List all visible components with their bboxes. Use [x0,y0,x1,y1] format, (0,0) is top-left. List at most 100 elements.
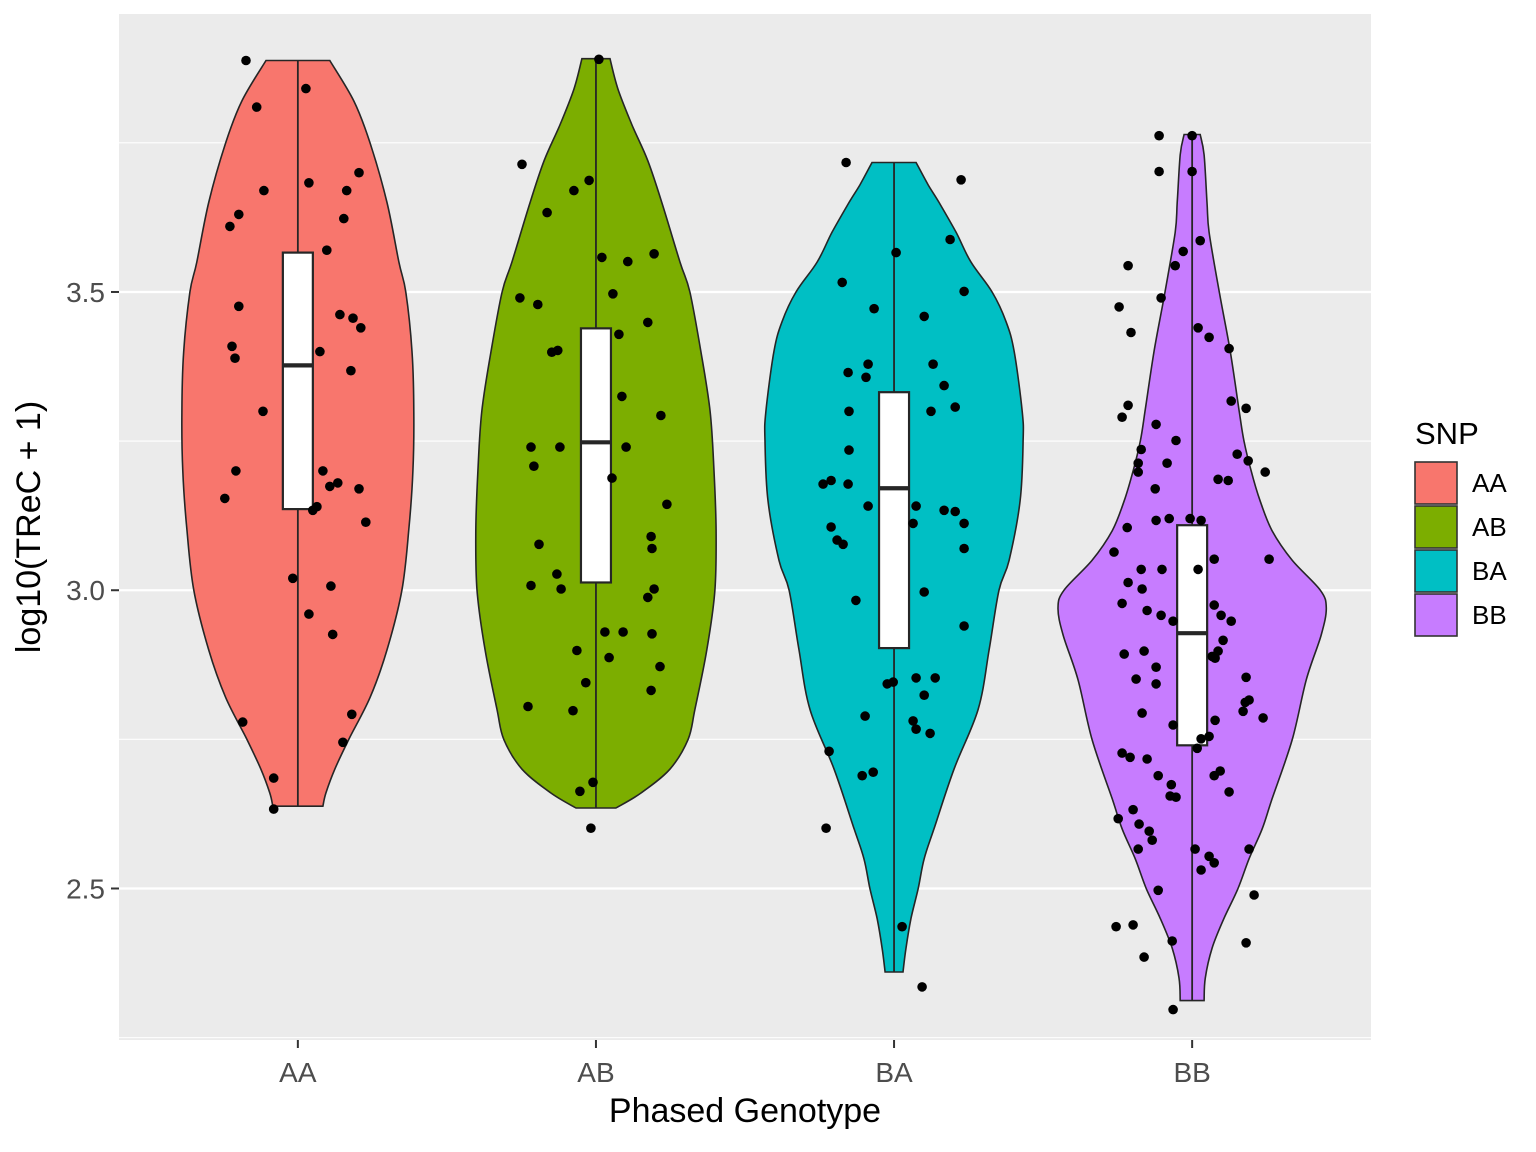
data-point [1204,851,1214,862]
data-point [556,584,566,594]
data-point [882,679,892,689]
data-point [860,711,870,721]
data-point [234,209,244,220]
data-point [327,629,338,640]
data-point [347,709,357,720]
data-point [959,518,969,529]
data-point [1223,475,1233,486]
data-point [572,645,582,656]
data-point [959,621,969,631]
data-point [333,478,343,488]
data-point [1190,844,1200,854]
data-point [623,256,633,267]
data-point [911,724,921,734]
data-point [526,580,536,591]
data-point [956,175,966,185]
data-point [322,245,332,255]
data-point [1123,260,1133,271]
data-point [354,167,364,178]
data-point [237,717,248,727]
data-point [542,207,552,218]
data-point [1156,610,1166,621]
data-point [908,716,918,726]
data-point [1260,467,1270,477]
data-point [1264,554,1274,564]
data-point [1210,653,1220,663]
data-point [1249,890,1259,900]
data-point [897,921,907,932]
data-point [1128,804,1138,815]
data-point [647,543,657,554]
data-point [1109,547,1119,557]
data-point [1122,522,1132,533]
jitter-point-layer [220,54,1274,1015]
data-point [517,159,527,170]
x-axis-title: Phased Genotype [609,1092,881,1130]
points-AA [220,55,371,814]
data-point [656,410,666,421]
data-point [1209,858,1219,868]
y-tick-label: 3.5 [66,277,105,308]
boxplot-layer [281,58,1209,1001]
data-point [581,677,591,688]
data-point [1224,343,1234,354]
legend-entry-BB: BB [1414,593,1507,637]
data-point [356,323,366,333]
data-point [939,505,949,516]
x-tick-label: BA [875,1057,913,1088]
data-point [919,587,929,597]
data-point [1166,779,1177,790]
axis-tick-labels: 3.5 3.0 2.5 AA AB BA BB [66,277,1211,1088]
data-point [231,466,241,476]
data-point [1134,819,1144,829]
boxplot-BB [1176,134,1209,1001]
data-point [568,705,578,716]
data-point [950,402,960,412]
data-point [1210,715,1220,726]
data-point [1142,754,1152,764]
data-point [1151,662,1161,672]
data-point [1187,130,1197,141]
data-point [826,522,836,532]
data-point [930,673,940,683]
data-point [553,345,563,356]
data-point [1218,635,1228,646]
legend-entry-AB: AB [1414,505,1507,549]
data-point [341,185,352,196]
data-point [1213,474,1223,485]
data-point [338,737,348,748]
data-point [863,501,873,511]
data-point [925,728,935,739]
data-point [515,293,525,303]
data-point [326,581,336,591]
x-tick-label: AB [577,1057,614,1088]
data-point [851,595,861,606]
data-point [1168,1004,1178,1015]
box-iqr [281,251,314,511]
data-point [869,303,879,314]
data-point [361,517,371,527]
data-point [1126,327,1136,338]
data-point [939,380,949,391]
data-point [584,175,594,186]
y-axis-title: log10(TReC + 1) [10,401,48,653]
data-point [843,479,853,489]
points-BA [818,157,969,992]
data-point [911,673,921,683]
data-point [1150,484,1160,494]
data-point [1131,674,1141,684]
data-point [1157,564,1167,575]
data-point [1133,467,1143,477]
data-point [646,531,656,542]
legend-entry-AA: AA [1414,461,1507,505]
data-point [1238,706,1248,717]
data-point [1240,697,1250,708]
data-point [1151,679,1161,689]
data-point [318,466,328,476]
data-point [1185,513,1195,524]
data-point [1111,921,1121,932]
data-point [891,247,901,258]
data-point [857,770,867,781]
data-point [1209,600,1219,610]
